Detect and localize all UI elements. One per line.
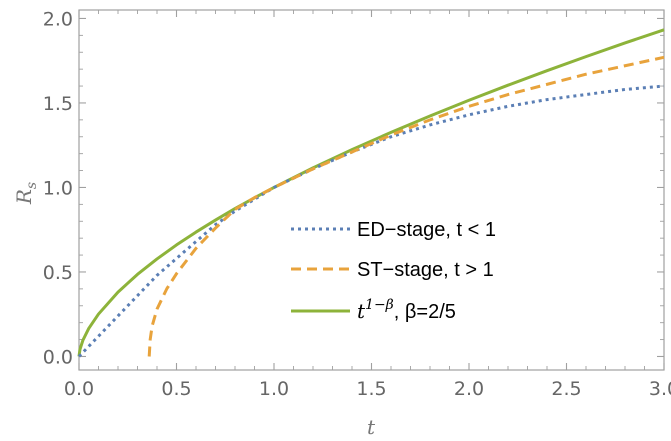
y-tick-label: 1.0 <box>43 177 73 199</box>
legend-label-superscript: 1−β <box>365 297 394 313</box>
legend-label-power-law: t1−β, β=2/5 <box>357 297 456 323</box>
legend-label-base: t <box>357 299 366 323</box>
x-tick-label: 0.0 <box>64 378 94 400</box>
series-ed-stage-line <box>77 84 665 358</box>
y-axis-label-sub: s <box>24 182 40 189</box>
x-tick-label: 3.0 <box>649 378 671 400</box>
x-tick-label: 2.5 <box>551 378 581 400</box>
y-tick-label: 0.5 <box>43 262 73 284</box>
plot-frame <box>78 9 665 371</box>
series-lines <box>77 28 665 358</box>
series-st-stage-line <box>147 55 665 357</box>
legend-label-rest: , β=2/5 <box>394 301 456 323</box>
x-tick-label: 2.0 <box>454 378 484 400</box>
tick-labels: 0.0 0.5 1.0 1.5 2.0 2.5 3.0 0.0 0.5 1.0 1.5 2.0 <box>43 8 671 400</box>
y-axis-label-main: R <box>12 189 36 205</box>
x-tick-label: 0.5 <box>161 378 191 400</box>
legend: ED−stage, t < 1 ST−stage, t > 1 t1−β, β=… <box>291 219 496 323</box>
y-axis-label: Rs <box>12 182 40 205</box>
x-tick-label: 1.0 <box>259 378 289 400</box>
legend-label-st-stage: ST−stage, t > 1 <box>357 259 494 281</box>
axis-ticks <box>78 10 665 370</box>
legend-label-ed-stage: ED−stage, t < 1 <box>357 219 496 241</box>
plot-border <box>78 9 665 371</box>
y-tick-label: 0.0 <box>43 346 73 368</box>
x-tick-label: 1.5 <box>356 378 386 400</box>
series-power-law-line <box>77 28 665 357</box>
y-tick-label: 1.5 <box>43 93 73 115</box>
x-axis-label: t <box>367 415 376 439</box>
y-tick-label: 2.0 <box>43 8 73 30</box>
